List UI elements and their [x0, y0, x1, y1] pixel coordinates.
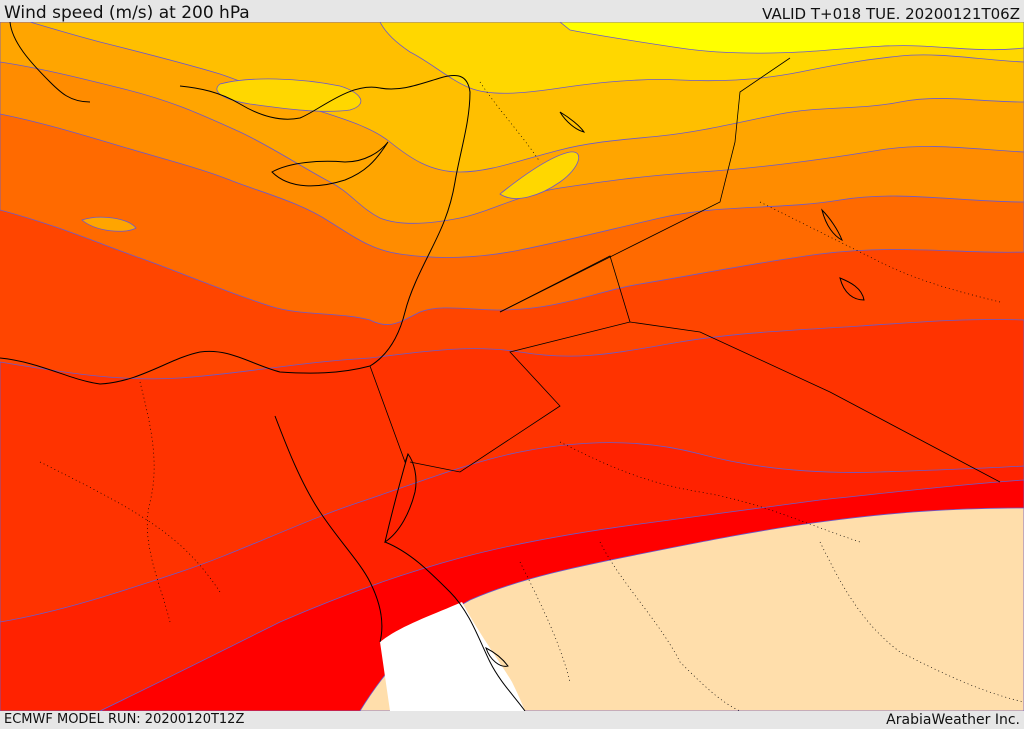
- map-footer: ECMWF MODEL RUN: 20200120T12Z ArabiaWeat…: [0, 711, 1024, 729]
- map-title: Wind speed (m/s) at 200 hPa: [4, 3, 250, 23]
- calm-white-region: [380, 602, 525, 711]
- credit-label: ArabiaWeather Inc.: [886, 712, 1020, 728]
- blob-gold-mid: [499, 151, 580, 199]
- map-header: Wind speed (m/s) at 200 hPa VALID T+018 …: [0, 0, 1024, 23]
- province-lines: [39, 81, 1024, 711]
- valid-time: VALID T+018 TUE. 20200121T06Z: [762, 5, 1020, 23]
- model-run-label: ECMWF MODEL RUN: 20200120T12Z: [4, 712, 245, 727]
- blob-orange-light: [81, 216, 137, 232]
- blob-gold-west: [216, 78, 362, 112]
- coastlines: [0, 22, 526, 711]
- wind-speed-map: [0, 22, 1024, 711]
- country-borders: [369, 57, 1001, 483]
- islands: [485, 111, 865, 667]
- band-yellow: [559, 22, 1024, 54]
